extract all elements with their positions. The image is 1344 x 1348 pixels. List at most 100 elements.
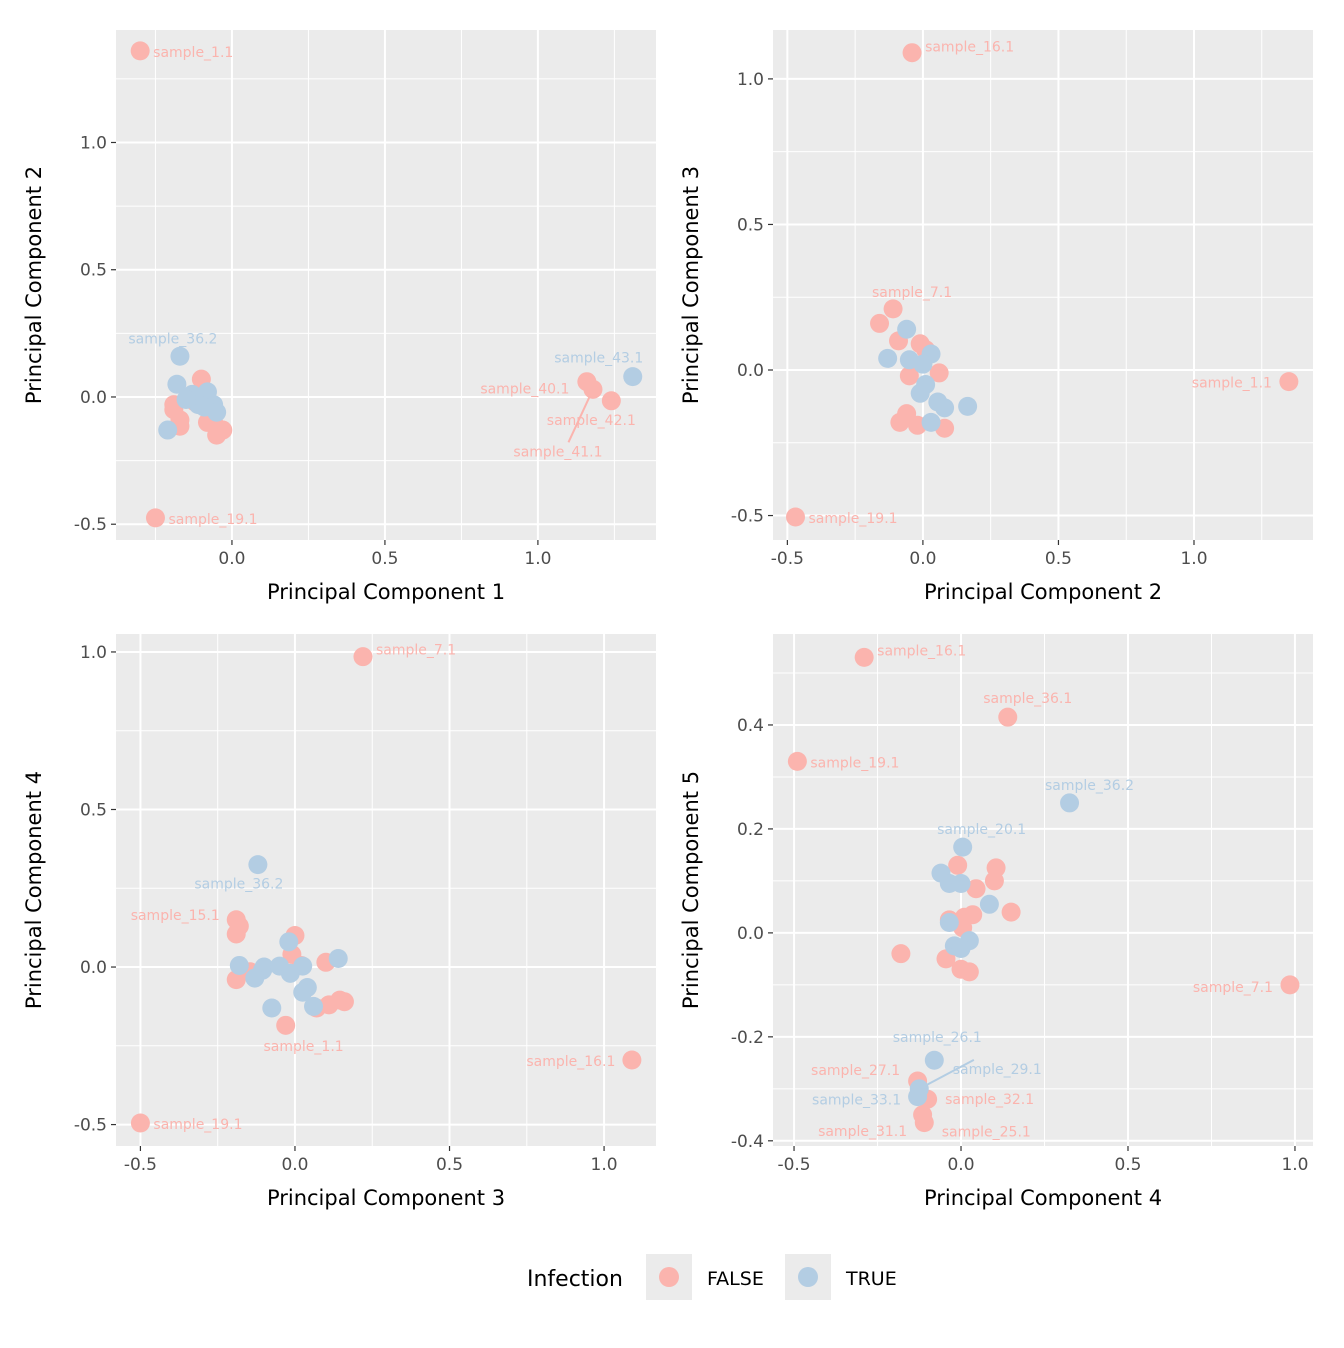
x-axis-title: Principal Component 2 <box>924 580 1162 604</box>
point-label: sample_36.1 <box>983 691 1072 707</box>
y-tick-label: -0.5 <box>74 1116 107 1136</box>
panel-background <box>773 634 1313 1146</box>
y-tick-label: 1.0 <box>80 133 107 153</box>
y-tick-label: 0.0 <box>80 958 107 978</box>
point-false <box>786 507 805 527</box>
point-true <box>279 932 299 952</box>
point-true <box>939 912 959 932</box>
legend-label-true: TRUE <box>845 1268 897 1290</box>
point-label: sample_25.1 <box>942 1125 1031 1141</box>
point-false <box>130 1113 150 1133</box>
y-tick-label: 0.5 <box>737 215 764 235</box>
point-true <box>245 968 265 988</box>
point-false <box>601 391 621 411</box>
x-tick-label: 1.0 <box>1180 549 1207 569</box>
x-tick-label: -0.5 <box>124 1155 157 1175</box>
x-tick-label: 0.5 <box>436 1155 463 1175</box>
y-tick-label: 1.0 <box>80 643 107 663</box>
point-false <box>226 924 246 944</box>
point-label: sample_15.1 <box>131 908 220 924</box>
point-true <box>170 346 190 366</box>
point-label: sample_31.1 <box>818 1124 907 1140</box>
point-false <box>870 313 890 333</box>
point-true <box>328 949 348 969</box>
point-false <box>854 647 874 667</box>
point-label: sample_36.2 <box>194 877 283 893</box>
point-false <box>334 992 354 1012</box>
label-leader-line <box>567 388 594 443</box>
point-false <box>276 1015 296 1035</box>
point-label: sample_19.1 <box>810 755 899 771</box>
legend: Infection FALSE TRUE <box>527 1254 897 1300</box>
point-true <box>176 390 196 410</box>
x-axis-title: Principal Component 3 <box>267 1186 505 1210</box>
point-true <box>623 367 643 387</box>
point-label: sample_19.1 <box>153 1117 242 1133</box>
point-label: sample_33.1 <box>812 1093 901 1109</box>
point-true <box>951 874 971 894</box>
x-tick-label: -0.5 <box>771 549 804 569</box>
point-label: sample_32.1 <box>945 1092 1034 1108</box>
point-false <box>966 879 986 899</box>
point-true <box>1060 793 1080 813</box>
point-true <box>262 998 282 1018</box>
point-label: sample_19.1 <box>168 512 257 528</box>
point-false <box>226 970 246 990</box>
x-axis-title: Principal Component 4 <box>924 1186 1162 1210</box>
point-true <box>878 348 898 368</box>
point-false <box>929 363 949 383</box>
x-tick-label: 0.5 <box>1114 1155 1141 1175</box>
point-true <box>293 982 313 1002</box>
point-label: sample_16.1 <box>925 40 1014 56</box>
point-false <box>914 1113 934 1133</box>
panel-3: -0.5 0.0 0.5 1.0 -0.5 0.0 0.5 1.0 Principal Comp… <box>22 634 656 1210</box>
point-false <box>1280 975 1300 995</box>
point-true <box>248 855 268 875</box>
point-false <box>787 751 807 771</box>
point-false <box>145 508 165 528</box>
point-label: sample_1.1 <box>153 45 233 61</box>
y-tick-label: 0.0 <box>737 924 764 944</box>
point-label: sample_42.1 <box>547 413 636 429</box>
point-label: sample_41.1 <box>513 444 602 460</box>
legend-key-true <box>798 1267 818 1287</box>
point-true <box>979 894 999 914</box>
point-label: sample_7.1 <box>872 285 952 301</box>
y-tick-label: 0.2 <box>737 820 764 840</box>
x-tick-label: 0.0 <box>947 1155 974 1175</box>
point-label: sample_7.1 <box>1193 980 1273 996</box>
panel-background <box>116 30 656 540</box>
point-label: sample_27.1 <box>811 1063 900 1079</box>
y-axis-title: Principal Component 2 <box>22 166 46 404</box>
panel-4: -0.5 0.0 0.5 1.0 -0.4 -0.2 0.0 0.2 0.4 Principal … <box>679 634 1313 1210</box>
point-false <box>622 1050 642 1070</box>
panel-background <box>116 634 656 1146</box>
point-label: sample_29.1 <box>953 1062 1042 1078</box>
point-label: sample_40.1 <box>480 382 569 398</box>
point-false <box>353 647 373 667</box>
point-false <box>984 871 1004 891</box>
point-label: sample_36.2 <box>128 331 217 347</box>
x-tick-label: 0.5 <box>1045 549 1072 569</box>
point-true <box>908 1087 928 1107</box>
point-true <box>953 837 973 857</box>
point-label: sample_20.1 <box>937 822 1026 838</box>
point-label: sample_43.1 <box>554 351 643 367</box>
x-tick-label: 1.0 <box>1281 1155 1308 1175</box>
point-true <box>958 396 978 416</box>
x-tick-label: 0.0 <box>281 1155 308 1175</box>
point-true <box>304 996 324 1016</box>
point-label: sample_36.2 <box>1045 778 1134 794</box>
panel-background <box>773 30 1313 540</box>
y-tick-label: -0.2 <box>731 1028 764 1048</box>
y-tick-label: -0.4 <box>731 1132 764 1152</box>
point-false <box>963 905 983 925</box>
x-tick-label: 0.5 <box>371 549 398 569</box>
point-true <box>229 955 249 975</box>
point-false <box>902 43 922 63</box>
point-label: sample_1.1 <box>264 1039 344 1055</box>
point-label: sample_16.1 <box>877 643 966 659</box>
point-false <box>1001 902 1021 922</box>
legend-title: Infection <box>527 1267 623 1292</box>
y-axis-title: Principal Component 4 <box>22 771 46 1009</box>
